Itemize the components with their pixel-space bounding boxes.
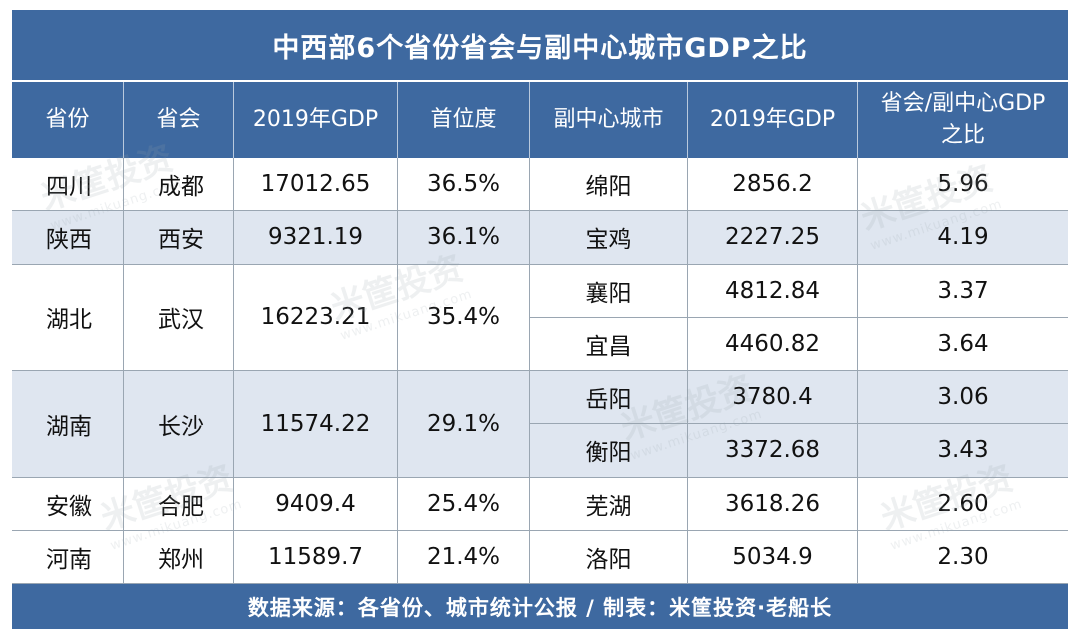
gdp-table: 中西部6个省份省会与副中心城市GDP之比 省份 省会 2019年GDP 首位度 … bbox=[12, 10, 1068, 629]
cell-sub-center: 宜昌 bbox=[530, 317, 688, 371]
header-primacy: 首位度 bbox=[398, 82, 530, 158]
cell-sub-center: 襄阳 bbox=[530, 264, 688, 318]
cell-capital-gdp: 9321.19 bbox=[234, 211, 398, 265]
cell-sub-gdp: 3780.4 bbox=[688, 371, 858, 425]
cell-sub-gdp: 2856.2 bbox=[688, 158, 858, 212]
cell-sub-gdp: 4460.82 bbox=[688, 317, 858, 371]
cell-primacy: 29.1% bbox=[398, 371, 530, 478]
cell-primacy: 25.4% bbox=[398, 477, 530, 531]
cell-sub-center: 芜湖 bbox=[530, 477, 688, 531]
cell-ratio: 2.30 bbox=[858, 531, 1068, 584]
cell-province: 四川 bbox=[12, 158, 124, 212]
cell-sub-center: 衡阳 bbox=[530, 424, 688, 478]
table-header-row: 省份 省会 2019年GDP 首位度 副中心城市 2019年GDP 省会/副中心… bbox=[12, 82, 1068, 158]
header-ratio: 省会/副中心GDP 之比 bbox=[858, 82, 1068, 158]
cell-province: 河南 bbox=[12, 530, 124, 584]
cell-province: 湖北 bbox=[12, 264, 124, 371]
cell-capital: 武汉 bbox=[124, 264, 234, 371]
cell-sub-gdp: 2227.25 bbox=[688, 211, 858, 265]
cell-primacy: 36.1% bbox=[398, 211, 530, 265]
header-ratio-line2: 之比 bbox=[940, 123, 985, 148]
cell-capital: 长沙 bbox=[124, 371, 234, 478]
cell-province: 安徽 bbox=[12, 477, 124, 531]
cell-sub-center: 洛阳 bbox=[530, 530, 688, 584]
cell-capital: 成都 bbox=[124, 158, 234, 212]
header-province: 省份 bbox=[12, 82, 124, 158]
cell-ratio: 3.64 bbox=[858, 318, 1068, 371]
cell-capital-gdp: 11574.22 bbox=[234, 371, 398, 478]
cell-province: 陕西 bbox=[12, 211, 124, 265]
cell-sub-center: 宝鸡 bbox=[530, 211, 688, 265]
cell-sub-gdp: 5034.9 bbox=[688, 530, 858, 584]
cell-ratio: 5.96 bbox=[858, 158, 1068, 212]
cell-capital: 郑州 bbox=[124, 530, 234, 584]
table-title: 中西部6个省份省会与副中心城市GDP之比 bbox=[12, 10, 1068, 80]
cell-ratio: 3.37 bbox=[858, 265, 1068, 318]
cell-sub-gdp: 4812.84 bbox=[688, 264, 858, 318]
header-capital-gdp: 2019年GDP bbox=[234, 82, 398, 158]
cell-ratio: 3.06 bbox=[858, 371, 1068, 425]
header-sub-gdp: 2019年GDP bbox=[688, 82, 858, 158]
cell-ratio: 4.19 bbox=[858, 211, 1068, 265]
cell-sub-center: 岳阳 bbox=[530, 371, 688, 425]
cell-province: 湖南 bbox=[12, 371, 124, 478]
cell-ratio: 3.43 bbox=[858, 424, 1068, 478]
cell-primacy: 36.5% bbox=[398, 158, 530, 212]
cell-capital-gdp: 17012.65 bbox=[234, 158, 398, 212]
header-ratio-line1: 省会/副中心GDP bbox=[880, 91, 1046, 117]
cell-sub-center: 绵阳 bbox=[530, 158, 688, 212]
header-capital: 省会 bbox=[124, 82, 234, 158]
cell-sub-gdp: 3618.26 bbox=[688, 477, 858, 531]
source-footer: 数据来源：各省份、城市统计公报 / 制表：米筐投资·老船长 bbox=[12, 584, 1068, 629]
cell-capital-gdp: 16223.21 bbox=[234, 264, 398, 371]
cell-capital-gdp: 9409.4 bbox=[234, 477, 398, 531]
cell-capital-gdp: 11589.7 bbox=[234, 530, 398, 584]
cell-primacy: 21.4% bbox=[398, 530, 530, 584]
cell-ratio: 2.60 bbox=[858, 478, 1068, 531]
cell-capital: 西安 bbox=[124, 211, 234, 265]
header-sub-center: 副中心城市 bbox=[530, 82, 688, 158]
cell-capital: 合肥 bbox=[124, 477, 234, 531]
cell-sub-gdp: 3372.68 bbox=[688, 424, 858, 478]
cell-primacy: 35.4% bbox=[398, 264, 530, 371]
table-body: 四川 成都 17012.65 36.5% 绵阳 2856.2 5.96 陕西 西安 9321.19… bbox=[12, 158, 1068, 584]
